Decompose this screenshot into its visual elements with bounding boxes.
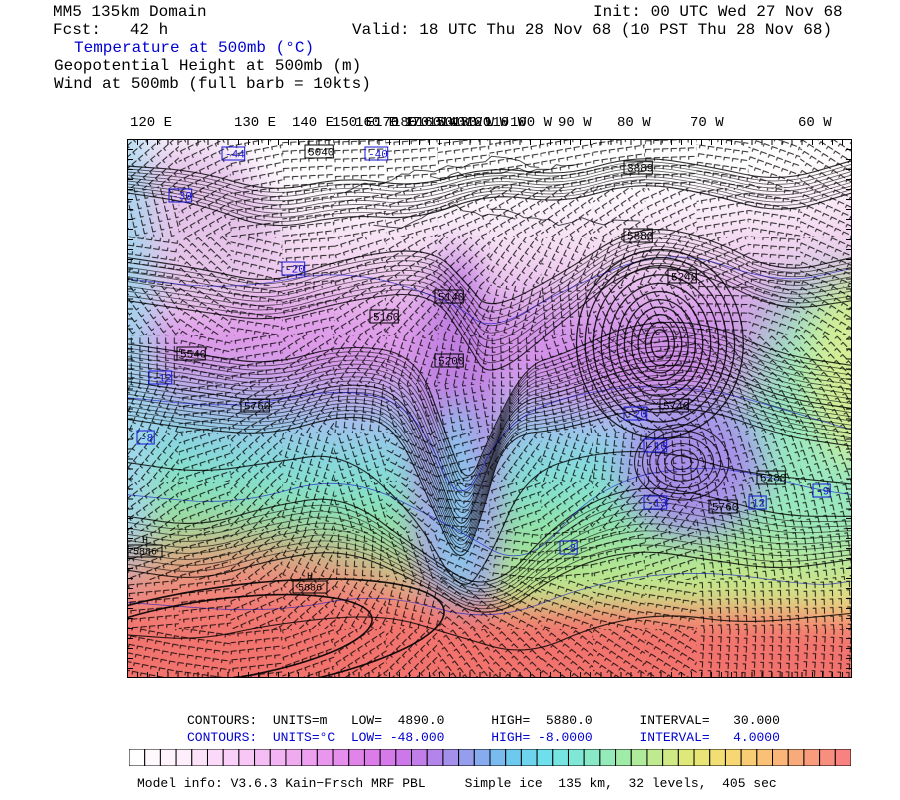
svg-text:-30: -30 (172, 192, 192, 204)
svg-text:5140: 5140 (438, 293, 464, 305)
svg-text:-16: -16 (647, 442, 667, 454)
svg-text:5760: 5760 (712, 503, 738, 515)
svg-text:5240: 5240 (671, 273, 697, 285)
svg-text:-20: -20 (285, 265, 305, 277)
svg-text:5200: 5200 (438, 357, 464, 369)
svg-text:-12: -12 (152, 374, 172, 386)
svg-text:5040: 5040 (308, 148, 334, 160)
svg-text:5280: 5280 (760, 474, 786, 486)
svg-text:3889: 3889 (627, 164, 653, 176)
svg-text:-20: -20 (627, 410, 647, 422)
svg-text:5540: 5540 (180, 350, 206, 362)
svg-text:-13: -13 (647, 499, 667, 511)
svg-text:-8: -8 (563, 544, 576, 556)
svg-text:12: 12 (752, 499, 765, 511)
svg-text:5886: 5886 (298, 584, 322, 595)
svg-text:-44: -44 (225, 150, 245, 162)
svg-text:-9: -9 (816, 487, 829, 499)
svg-text:-8: -8 (140, 434, 153, 446)
svg-text:5880: 5880 (627, 232, 653, 244)
svg-text:5740: 5740 (663, 402, 689, 414)
svg-text:-40: -40 (368, 150, 388, 162)
svg-text:5886: 5886 (133, 548, 157, 559)
svg-text:5760: 5760 (244, 402, 270, 414)
svg-text:5160: 5160 (373, 313, 399, 325)
